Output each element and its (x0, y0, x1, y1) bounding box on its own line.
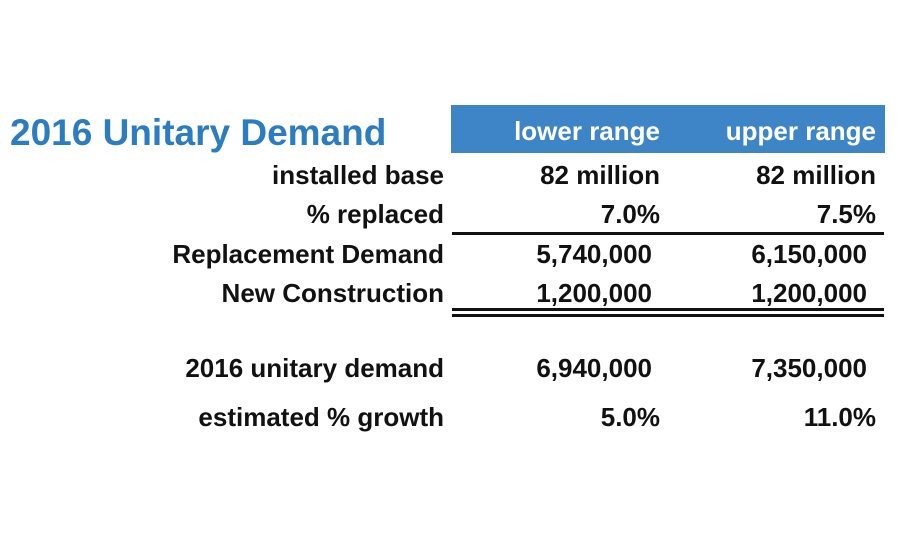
cell-replacement-demand-upper: 6,150,000 (751, 239, 867, 269)
row-label-installed-base: installed base (272, 160, 444, 190)
cell-new-construction-lower: 1,200,000 (536, 278, 652, 308)
cell-unitary-demand-upper: 7,350,000 (751, 353, 867, 383)
cell-installed-base-lower: 82 million (540, 160, 660, 190)
row-label-estimated-growth: estimated % growth (198, 402, 444, 432)
cell-estimated-growth-lower: 5.0% (600, 402, 660, 432)
cell-percent-replaced-upper: 7.5% (816, 199, 876, 229)
total-rule-top (452, 308, 884, 311)
cell-percent-replaced-lower: 7.0% (600, 199, 660, 229)
column-header-upper-range: upper range (725, 116, 876, 146)
cell-new-construction-upper: 1,200,000 (751, 278, 867, 308)
subtotal-rule (452, 232, 884, 235)
column-header-lower-range: lower range (514, 116, 660, 146)
cell-unitary-demand-lower: 6,940,000 (536, 353, 652, 383)
row-label-new-construction: New Construction (221, 278, 444, 308)
total-rule-bottom (452, 314, 884, 317)
row-label-unitary-demand: 2016 unitary demand (185, 353, 444, 383)
header-band (451, 105, 885, 153)
cell-installed-base-upper: 82 million (756, 160, 876, 190)
row-label-percent-replaced: % replaced (306, 199, 444, 229)
cell-replacement-demand-lower: 5,740,000 (536, 239, 652, 269)
table-title: 2016 Unitary Demand (10, 112, 387, 153)
row-label-replacement-demand: Replacement Demand (172, 239, 444, 269)
cell-estimated-growth-upper: 11.0% (803, 402, 876, 432)
